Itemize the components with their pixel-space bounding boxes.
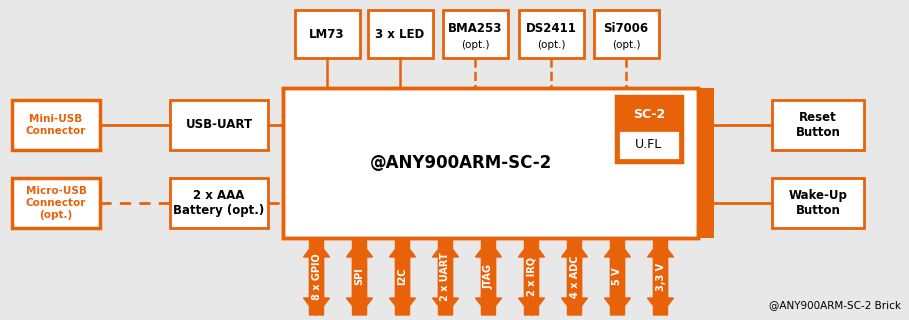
Polygon shape: [475, 240, 502, 315]
Text: I2C: I2C: [397, 268, 407, 285]
Polygon shape: [518, 240, 544, 315]
Text: USB-UART: USB-UART: [185, 118, 253, 132]
Bar: [518, 10, 584, 58]
Text: 5 V: 5 V: [613, 268, 623, 285]
Text: 3,3 V: 3,3 V: [655, 262, 665, 291]
Text: 2 x AAA
Battery (opt.): 2 x AAA Battery (opt.): [174, 189, 265, 217]
Bar: [618, 130, 680, 160]
Text: SC-2: SC-2: [633, 108, 665, 121]
Bar: [594, 10, 658, 58]
Polygon shape: [562, 240, 587, 315]
Bar: [12, 100, 100, 150]
Polygon shape: [433, 240, 458, 315]
Text: SPI: SPI: [355, 268, 365, 285]
Bar: [772, 178, 864, 228]
Text: Mini-USB
Connector: Mini-USB Connector: [25, 114, 86, 136]
Bar: [170, 178, 268, 228]
Bar: [295, 10, 359, 58]
Bar: [772, 100, 864, 150]
Text: @ANY900ARM-SC-2 Brick: @ANY900ARM-SC-2 Brick: [769, 300, 901, 310]
Text: (opt.): (opt.): [536, 40, 565, 50]
Polygon shape: [604, 240, 631, 315]
Polygon shape: [518, 240, 544, 315]
Polygon shape: [433, 240, 458, 315]
Polygon shape: [475, 240, 502, 315]
Bar: [283, 88, 698, 238]
Polygon shape: [389, 240, 415, 315]
Text: Wake-Up
Button: Wake-Up Button: [789, 189, 847, 217]
Bar: [698, 88, 714, 238]
Polygon shape: [647, 240, 674, 315]
Polygon shape: [304, 240, 329, 315]
Polygon shape: [346, 240, 373, 315]
Text: (opt.): (opt.): [612, 40, 640, 50]
Polygon shape: [647, 240, 674, 315]
Polygon shape: [562, 240, 587, 315]
Text: BMA253: BMA253: [448, 22, 502, 35]
Text: 2 x IRQ: 2 x IRQ: [526, 257, 536, 296]
Text: Reset
Button: Reset Button: [795, 111, 841, 139]
Text: DS2411: DS2411: [525, 22, 576, 35]
Polygon shape: [389, 240, 415, 315]
Text: U.FL: U.FL: [635, 139, 663, 151]
Bar: [618, 98, 680, 130]
Text: @ANY900ARM-SC-2: @ANY900ARM-SC-2: [370, 154, 553, 172]
Bar: [616, 96, 682, 162]
Bar: [283, 88, 698, 238]
Text: 4 x ADC: 4 x ADC: [570, 255, 580, 298]
Polygon shape: [304, 240, 329, 315]
Text: Micro-USB
Connector
(opt.): Micro-USB Connector (opt.): [25, 186, 86, 220]
Text: 8 x GPIO: 8 x GPIO: [312, 253, 322, 300]
Text: LM73: LM73: [309, 28, 345, 41]
Text: JTAG: JTAG: [484, 264, 494, 289]
Polygon shape: [604, 240, 631, 315]
Text: 2 x UART: 2 x UART: [441, 252, 451, 301]
Bar: [443, 10, 507, 58]
Text: Si7006: Si7006: [604, 22, 648, 35]
Text: (opt.): (opt.): [461, 40, 489, 50]
Bar: [170, 100, 268, 150]
Bar: [12, 178, 100, 228]
Text: 3 x LED: 3 x LED: [375, 28, 425, 41]
Bar: [367, 10, 433, 58]
Polygon shape: [346, 240, 373, 315]
